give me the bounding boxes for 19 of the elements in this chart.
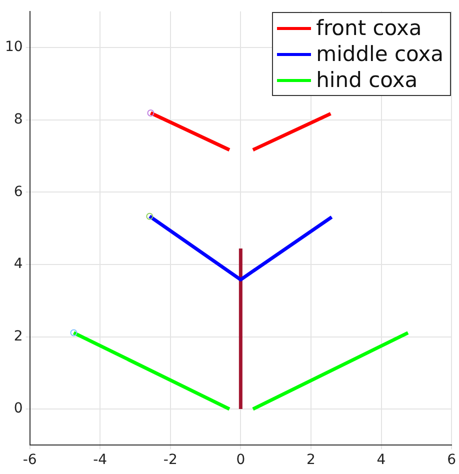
- x-tick-label: 0: [236, 452, 246, 468]
- x-tick-label: 6: [447, 452, 456, 468]
- y-tick-label: 4: [14, 256, 23, 272]
- y-tick-label: 10: [4, 39, 23, 56]
- legend-label: hind coxa: [316, 67, 418, 94]
- x-tick-label: 4: [376, 452, 386, 468]
- y-tick-label: 2: [14, 328, 23, 344]
- point: [146, 212, 154, 220]
- legend-label: middle coxa: [316, 41, 444, 68]
- x-tick-label: -6: [22, 452, 37, 468]
- x-tick-label: 2: [306, 452, 316, 468]
- legend-label: front coxa: [316, 15, 422, 42]
- y-tick-label: 0: [14, 400, 23, 417]
- x-tick-label: -2: [163, 452, 178, 468]
- x-tick-label: -4: [93, 452, 108, 468]
- y-tick-label: 6: [14, 184, 23, 200]
- point: [147, 109, 154, 116]
- y-tick-label: 8: [14, 111, 23, 128]
- point: [70, 329, 78, 336]
